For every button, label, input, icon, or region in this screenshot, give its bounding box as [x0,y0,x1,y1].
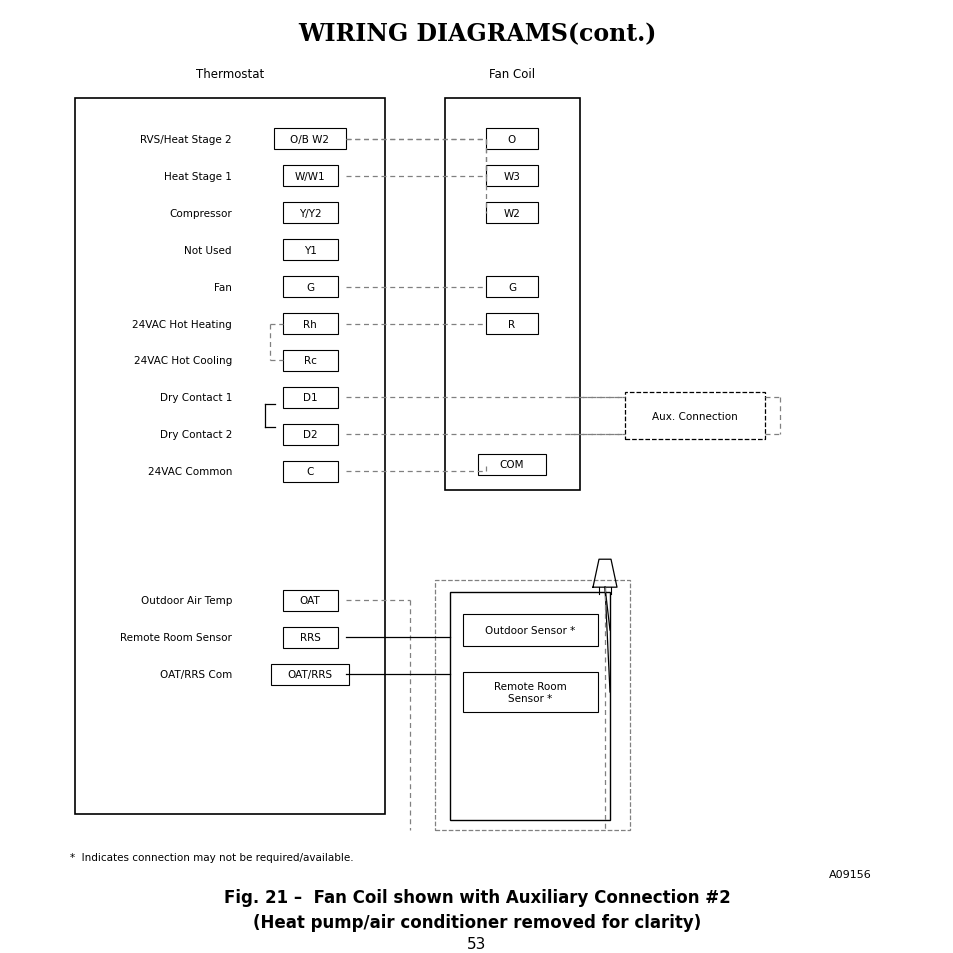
Text: A09156: A09156 [828,869,870,879]
Bar [450,593,609,820]
Text: Thermostat: Thermostat [195,68,264,81]
Bar [462,615,597,646]
Text: Outdoor Air Temp: Outdoor Air Temp [140,596,232,605]
FancyBboxPatch shape [282,627,337,648]
Bar [444,99,579,491]
Text: Fan: Fan [213,282,232,293]
FancyBboxPatch shape [477,455,545,476]
Text: W3: W3 [503,172,520,182]
Bar [624,393,764,440]
Text: O/B W2: O/B W2 [291,134,329,145]
FancyBboxPatch shape [485,166,537,187]
Text: Compressor: Compressor [169,209,232,218]
FancyBboxPatch shape [282,166,337,187]
FancyBboxPatch shape [485,203,537,224]
Text: Y/Y2: Y/Y2 [298,209,321,218]
FancyBboxPatch shape [485,314,537,335]
Text: Rh: Rh [303,319,316,329]
Text: OAT: OAT [299,596,320,605]
Text: (Heat pump/air conditioner removed for clarity): (Heat pump/air conditioner removed for c… [253,913,700,931]
Text: Heat Stage 1: Heat Stage 1 [164,172,232,182]
Text: R: R [508,319,515,329]
Text: Rc: Rc [303,356,316,366]
FancyBboxPatch shape [282,461,337,482]
FancyBboxPatch shape [271,664,349,685]
Text: W/W1: W/W1 [294,172,325,182]
Text: OAT/RRS Com: OAT/RRS Com [159,669,232,679]
Text: Fan Coil: Fan Coil [489,68,535,81]
Text: *  Indicates connection may not be required/available.: * Indicates connection may not be requir… [70,852,354,862]
FancyBboxPatch shape [282,203,337,224]
Text: 53: 53 [467,936,486,951]
Text: Dry Contact 1: Dry Contact 1 [159,393,232,403]
Text: Remote Room Sensor: Remote Room Sensor [120,633,232,642]
FancyBboxPatch shape [282,240,337,261]
FancyBboxPatch shape [282,388,337,409]
FancyBboxPatch shape [274,130,346,151]
Text: C: C [306,467,314,476]
Text: Not Used: Not Used [184,245,232,255]
Text: Aux. Connection: Aux. Connection [652,412,737,421]
Text: Fig. 21 –  Fan Coil shown with Auxiliary Connection #2: Fig. 21 – Fan Coil shown with Auxiliary … [223,888,730,905]
FancyBboxPatch shape [485,276,537,297]
Bar [462,673,597,712]
Text: Dry Contact 2: Dry Contact 2 [159,430,232,440]
Bar [435,580,629,830]
Text: G: G [306,282,314,293]
Text: Outdoor Sensor *: Outdoor Sensor * [484,625,575,636]
Text: O: O [507,134,516,145]
Text: 24VAC Common: 24VAC Common [148,467,232,476]
Bar [75,99,385,814]
Text: RVS/Heat Stage 2: RVS/Heat Stage 2 [140,134,232,145]
Text: 24VAC Hot Cooling: 24VAC Hot Cooling [133,356,232,366]
Text: WIRING DIAGRAMS(cont.): WIRING DIAGRAMS(cont.) [297,22,656,46]
Text: COM: COM [499,460,524,470]
Text: D1: D1 [302,393,317,403]
Text: W2: W2 [503,209,520,218]
Text: 24VAC Hot Heating: 24VAC Hot Heating [132,319,232,329]
FancyBboxPatch shape [485,130,537,151]
FancyBboxPatch shape [282,424,337,445]
FancyBboxPatch shape [282,590,337,611]
FancyBboxPatch shape [282,351,337,372]
FancyBboxPatch shape [282,276,337,297]
Text: OAT/RRS: OAT/RRS [287,669,333,679]
Text: D2: D2 [302,430,317,440]
Text: Remote Room
Sensor *: Remote Room Sensor * [493,681,566,703]
Text: G: G [507,282,516,293]
Text: Y1: Y1 [303,245,316,255]
FancyBboxPatch shape [282,314,337,335]
Text: RRS: RRS [299,633,320,642]
